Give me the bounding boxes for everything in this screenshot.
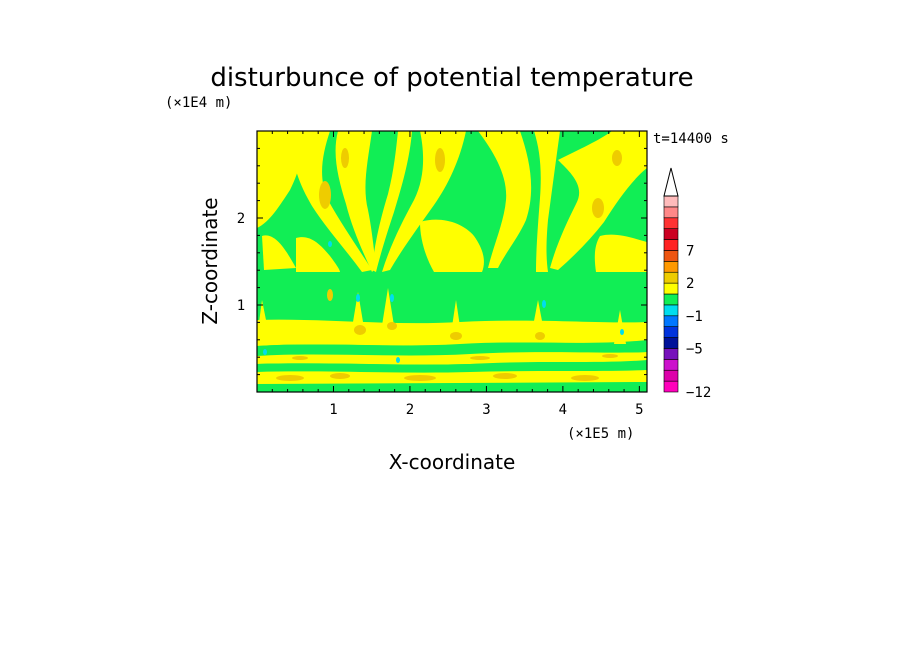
negative-spots <box>263 241 624 363</box>
colorbar-swatch <box>663 282 679 295</box>
colorbar-label: −5 <box>686 341 703 357</box>
x-tick-label: 2 <box>406 402 414 418</box>
x-tick-label: 3 <box>482 402 490 418</box>
colorbar-swatch <box>663 239 679 251</box>
y-axis-label: Z-coordinate <box>198 197 222 324</box>
x-tick-label: 5 <box>635 402 643 418</box>
colorbar-swatch <box>663 271 679 284</box>
x-tick-label: 1 <box>329 402 337 418</box>
colorbar-swatch <box>663 293 679 306</box>
x-unit-label: (×1E5 m) <box>567 426 634 442</box>
upper-warm-bands <box>257 131 647 272</box>
colorbar-swatch <box>663 348 679 360</box>
colorbar-label: 2 <box>686 276 694 292</box>
y-axis: 12 <box>237 147 647 376</box>
colorbar-label: −1 <box>686 309 703 325</box>
colorbar-swatch <box>663 359 679 371</box>
colorbar-swatch <box>663 380 679 393</box>
colorbar-extend-arrow <box>663 167 679 197</box>
colorbar-swatch <box>663 228 679 240</box>
contour-field <box>257 131 647 392</box>
colorbar-swatch <box>663 206 679 219</box>
lower-strong-cells <box>276 322 618 381</box>
upper-strong-cells <box>319 148 622 301</box>
x-axis: 1 2 3 4 5 <box>271 131 644 418</box>
time-label: t=14400 s <box>653 131 729 147</box>
colorbar-swatch <box>663 195 679 208</box>
lower-neutral-strips <box>257 342 647 392</box>
colorbar-swatch <box>663 304 679 317</box>
colorbar-swatch <box>663 369 679 382</box>
colorbar: −12−5−127 <box>663 167 711 401</box>
y-tick-label: 1 <box>237 298 245 314</box>
x-axis-label: X-coordinate <box>389 450 516 474</box>
colorbar-swatch <box>663 250 679 262</box>
colorbar-swatch <box>663 261 679 273</box>
y-unit-label: (×1E4 m) <box>165 95 232 111</box>
x-tick-label: 4 <box>559 402 567 418</box>
colorbar-label: 7 <box>686 243 694 259</box>
chart-title: disturbunce of potential temperature <box>210 63 693 93</box>
colorbar-swatch <box>663 315 679 327</box>
colorbar-swatch <box>663 217 679 229</box>
colorbar-swatch <box>663 326 679 338</box>
colorbar-swatch <box>663 337 679 349</box>
plot-frame <box>256 130 648 393</box>
y-tick-label: 2 <box>237 211 245 227</box>
colorbar-label: −12 <box>686 385 711 401</box>
